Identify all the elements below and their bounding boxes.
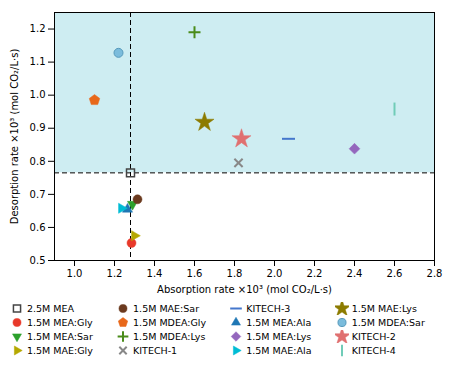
svg-text:1.2: 1.2 — [30, 23, 46, 34]
svg-text:1.8: 1.8 — [227, 268, 243, 279]
svg-text:Absorption rate ×10³ (mol CO₂/: Absorption rate ×10³ (mol CO₂/L·s) — [157, 284, 332, 295]
html-text:1.5M MEA:Sar: 1.5M MEA:Sar — [27, 331, 93, 342]
html-text:2.5M MEA: 2.5M MEA — [27, 303, 74, 314]
html-text:1.5M MAE:Gly: 1.5M MAE:Gly — [27, 345, 93, 356]
svg-text:0.8: 0.8 — [30, 156, 46, 167]
svg-text:2.6: 2.6 — [387, 268, 403, 279]
html-text:KITECH-2: KITECH-2 — [351, 331, 396, 342]
svg-text:Desorption rate ×10³ (mol CO₂/: Desorption rate ×10³ (mol CO₂/L·s) — [9, 49, 20, 225]
html-text:1.5M MAE:Lys: 1.5M MAE:Lys — [351, 303, 417, 314]
html-text:1.5M MEA:Lys: 1.5M MEA:Lys — [246, 331, 312, 342]
html-text:1.5M MAE:Sar: 1.5M MAE:Sar — [133, 303, 199, 314]
html-text:1.5M MEA:Ala: 1.5M MEA:Ala — [246, 317, 312, 328]
svg-text:1.0: 1.0 — [30, 89, 46, 100]
svg-text:2.4: 2.4 — [347, 268, 363, 279]
svg-text:0.7: 0.7 — [30, 189, 46, 200]
svg-text:1.4: 1.4 — [147, 268, 163, 279]
html-text:KITECH-1: KITECH-1 — [133, 345, 178, 356]
html-text:1.5M MDEA:Sar: 1.5M MDEA:Sar — [351, 317, 425, 328]
svg-text:0.6: 0.6 — [30, 222, 46, 233]
svg-text:0.9: 0.9 — [30, 122, 46, 133]
html-text:KITECH-4: KITECH-4 — [351, 345, 396, 356]
html-text:KITECH-3: KITECH-3 — [246, 303, 291, 314]
svg-text:1.6: 1.6 — [187, 268, 203, 279]
svg-text:1.2: 1.2 — [107, 268, 123, 279]
svg-text:0.5: 0.5 — [30, 255, 46, 266]
svg-text:2.8: 2.8 — [427, 268, 443, 279]
svg-text:2.2: 2.2 — [307, 268, 323, 279]
svg-text:1.0: 1.0 — [67, 268, 83, 279]
svg-text:2.0: 2.0 — [267, 268, 283, 279]
html-text:1.5M MDEA:Gly: 1.5M MDEA:Gly — [133, 317, 207, 328]
html-text:1.5M MDEA:Lys: 1.5M MDEA:Lys — [133, 331, 206, 342]
html-text:1.5M MEA:Gly: 1.5M MEA:Gly — [27, 317, 93, 328]
html-text:1.5M MAE:Ala: 1.5M MAE:Ala — [246, 345, 312, 356]
svg-text:1.1: 1.1 — [30, 56, 46, 67]
